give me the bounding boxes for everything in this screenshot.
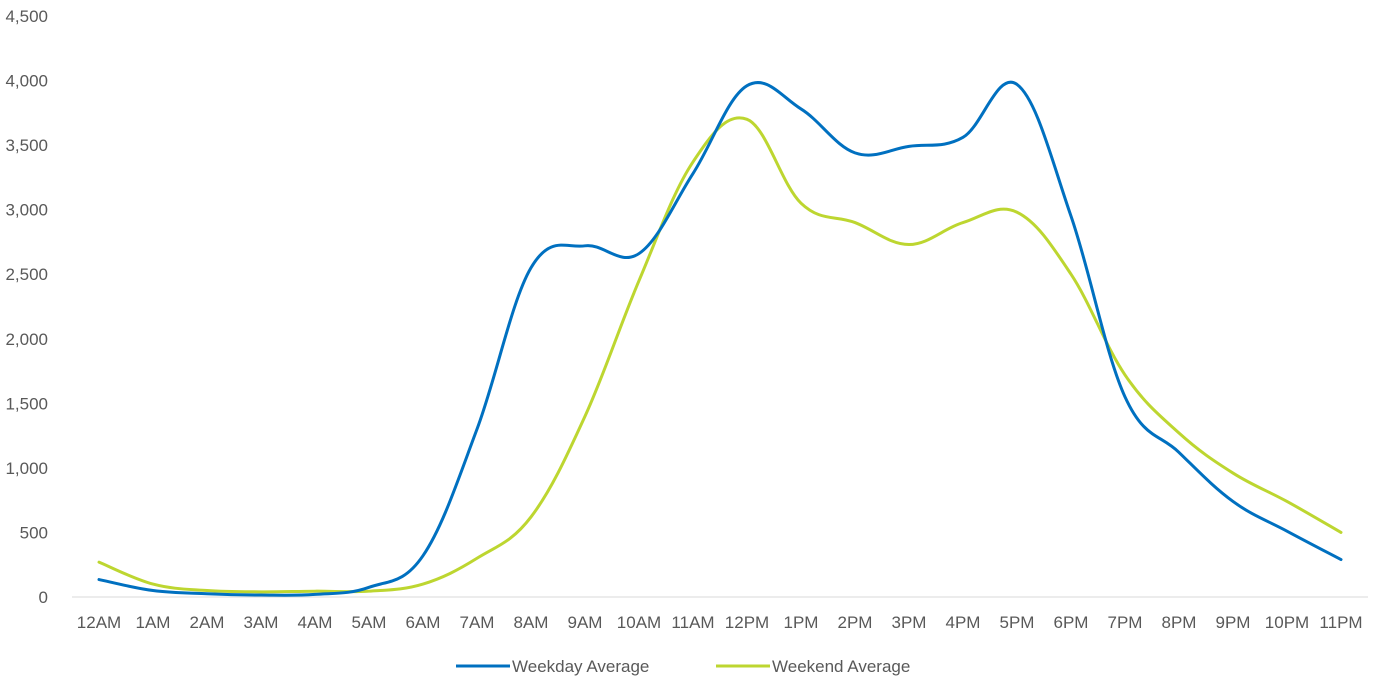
x-tick-label: 7AM xyxy=(460,613,495,632)
y-tick-label: 2,500 xyxy=(5,265,48,284)
y-tick-label: 0 xyxy=(39,588,48,607)
series-lines xyxy=(97,80,1343,597)
y-tick-label: 4,000 xyxy=(5,72,48,91)
y-tick-label: 2,000 xyxy=(5,330,48,349)
legend-label: Weekend Average xyxy=(772,657,910,676)
y-tick-label: 1,500 xyxy=(5,394,48,413)
x-tick-label: 12PM xyxy=(725,613,769,632)
y-tick-label: 500 xyxy=(20,523,48,542)
legend: Weekday Average Weekend Average xyxy=(456,657,910,676)
x-tick-label: 6AM xyxy=(406,613,441,632)
x-tick-label: 2PM xyxy=(838,613,873,632)
x-tick-label: 10AM xyxy=(617,613,661,632)
x-tick-label: 11AM xyxy=(671,613,714,632)
y-tick-label: 3,000 xyxy=(5,201,48,220)
x-tick-label: 1PM xyxy=(784,613,819,632)
series-line-weekday xyxy=(97,80,1343,597)
x-tick-label: 5AM xyxy=(352,613,387,632)
x-tick-label: 10PM xyxy=(1265,613,1309,632)
y-axis: 0 500 1,000 1,500 2,000 2,500 3,000 3,500 4,000 4… xyxy=(5,7,48,607)
x-tick-label: 12AM xyxy=(77,613,121,632)
y-tick-label: 3,500 xyxy=(5,136,48,155)
x-tick-label: 6PM xyxy=(1054,613,1089,632)
x-tick-label: 4PM xyxy=(946,613,981,632)
y-tick-label: 4,500 xyxy=(5,7,48,26)
series-line-weekend xyxy=(97,116,1343,594)
x-tick-label: 9AM xyxy=(568,613,603,632)
x-tick-label: 7PM xyxy=(1108,613,1143,632)
x-tick-label: 8PM xyxy=(1162,613,1197,632)
legend-label: Weekday Average xyxy=(512,657,649,676)
x-tick-label: 5PM xyxy=(1000,613,1035,632)
x-tick-label: 1AM xyxy=(136,613,171,632)
y-tick-label: 1,000 xyxy=(5,459,48,478)
x-tick-label: 8AM xyxy=(514,613,549,632)
x-tick-label: 4AM xyxy=(298,613,333,632)
x-tick-label: 9PM xyxy=(1216,613,1251,632)
x-tick-label: 2AM xyxy=(190,613,225,632)
x-axis: 12AM 1AM 2AM 3AM 4AM 5AM 6AM 7AM 8AM 9AM 10AM 11AM 1… xyxy=(72,596,1368,632)
x-tick-label: 3PM xyxy=(892,613,927,632)
x-tick-label: 3AM xyxy=(244,613,279,632)
x-tick-label: 11PM xyxy=(1319,613,1362,632)
